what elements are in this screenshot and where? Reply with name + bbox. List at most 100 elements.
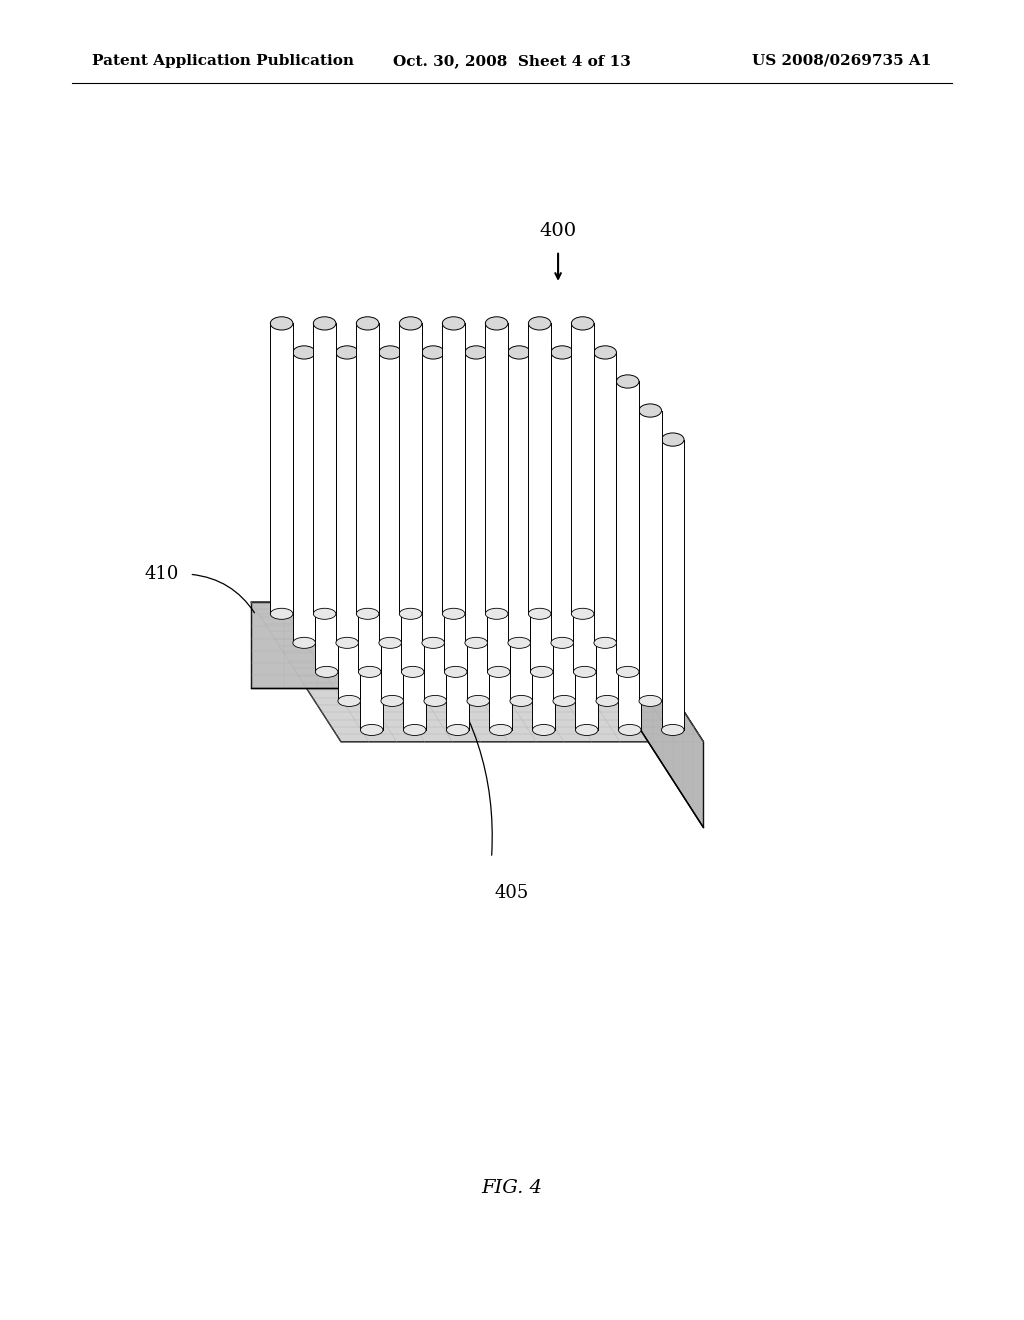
- Ellipse shape: [403, 725, 426, 735]
- Ellipse shape: [424, 696, 446, 706]
- Ellipse shape: [596, 696, 618, 706]
- Ellipse shape: [551, 638, 573, 648]
- Polygon shape: [467, 411, 489, 701]
- Ellipse shape: [467, 696, 489, 706]
- Ellipse shape: [360, 433, 383, 446]
- Ellipse shape: [596, 404, 618, 417]
- Ellipse shape: [553, 404, 575, 417]
- Polygon shape: [613, 602, 703, 828]
- Ellipse shape: [270, 317, 293, 330]
- Ellipse shape: [444, 667, 467, 677]
- Ellipse shape: [313, 317, 336, 330]
- Ellipse shape: [270, 609, 293, 619]
- Ellipse shape: [571, 609, 594, 619]
- Ellipse shape: [315, 375, 338, 388]
- Ellipse shape: [616, 667, 639, 677]
- Ellipse shape: [571, 317, 594, 330]
- Ellipse shape: [379, 346, 401, 359]
- Polygon shape: [573, 381, 596, 672]
- Polygon shape: [315, 381, 338, 672]
- Polygon shape: [508, 352, 530, 643]
- Polygon shape: [422, 352, 444, 643]
- Ellipse shape: [530, 375, 553, 388]
- Ellipse shape: [618, 725, 641, 735]
- Ellipse shape: [618, 433, 641, 446]
- Ellipse shape: [487, 667, 510, 677]
- Polygon shape: [293, 352, 315, 643]
- Ellipse shape: [381, 404, 403, 417]
- Polygon shape: [358, 381, 381, 672]
- Polygon shape: [639, 411, 662, 701]
- Text: 400: 400: [540, 222, 577, 240]
- Ellipse shape: [424, 404, 446, 417]
- Ellipse shape: [358, 375, 381, 388]
- Polygon shape: [571, 323, 594, 614]
- Polygon shape: [485, 323, 508, 614]
- Ellipse shape: [358, 667, 381, 677]
- Ellipse shape: [489, 725, 512, 735]
- Ellipse shape: [532, 433, 555, 446]
- Polygon shape: [446, 440, 469, 730]
- Text: 405: 405: [495, 884, 529, 903]
- Polygon shape: [360, 440, 383, 730]
- Polygon shape: [487, 381, 510, 672]
- Polygon shape: [528, 323, 551, 614]
- Ellipse shape: [530, 667, 553, 677]
- Ellipse shape: [444, 375, 467, 388]
- Polygon shape: [379, 352, 401, 643]
- Polygon shape: [313, 323, 336, 614]
- Ellipse shape: [528, 317, 551, 330]
- Ellipse shape: [293, 638, 315, 648]
- Polygon shape: [618, 440, 641, 730]
- Text: FIG. 4: FIG. 4: [481, 1179, 543, 1197]
- Ellipse shape: [639, 404, 662, 417]
- Ellipse shape: [338, 696, 360, 706]
- Ellipse shape: [442, 609, 465, 619]
- Text: Oct. 30, 2008  Sheet 4 of 13: Oct. 30, 2008 Sheet 4 of 13: [393, 54, 631, 67]
- Ellipse shape: [465, 638, 487, 648]
- Ellipse shape: [485, 609, 508, 619]
- Polygon shape: [399, 323, 422, 614]
- Polygon shape: [424, 411, 446, 701]
- Ellipse shape: [293, 346, 315, 359]
- Polygon shape: [338, 411, 360, 701]
- Polygon shape: [356, 323, 379, 614]
- Polygon shape: [381, 411, 403, 701]
- Polygon shape: [510, 411, 532, 701]
- Polygon shape: [270, 323, 293, 614]
- Ellipse shape: [403, 433, 426, 446]
- Ellipse shape: [485, 317, 508, 330]
- Ellipse shape: [360, 725, 383, 735]
- Ellipse shape: [381, 696, 403, 706]
- Polygon shape: [662, 440, 684, 730]
- Ellipse shape: [662, 725, 684, 735]
- Ellipse shape: [446, 725, 469, 735]
- Ellipse shape: [442, 317, 465, 330]
- Ellipse shape: [489, 433, 512, 446]
- Ellipse shape: [510, 404, 532, 417]
- Ellipse shape: [465, 346, 487, 359]
- Text: 410: 410: [144, 565, 179, 583]
- Polygon shape: [532, 440, 555, 730]
- Polygon shape: [401, 381, 424, 672]
- Ellipse shape: [573, 375, 596, 388]
- Ellipse shape: [594, 346, 616, 359]
- Polygon shape: [489, 440, 512, 730]
- Ellipse shape: [551, 346, 573, 359]
- Polygon shape: [465, 352, 487, 643]
- Polygon shape: [594, 352, 616, 643]
- Ellipse shape: [528, 609, 551, 619]
- Ellipse shape: [399, 609, 422, 619]
- Polygon shape: [403, 440, 426, 730]
- Ellipse shape: [662, 433, 684, 446]
- Ellipse shape: [594, 638, 616, 648]
- Ellipse shape: [336, 346, 358, 359]
- Text: Patent Application Publication: Patent Application Publication: [92, 54, 354, 67]
- Polygon shape: [336, 352, 358, 643]
- Ellipse shape: [356, 317, 379, 330]
- Ellipse shape: [510, 696, 532, 706]
- Polygon shape: [442, 323, 465, 614]
- Ellipse shape: [553, 696, 575, 706]
- Ellipse shape: [616, 375, 639, 388]
- Ellipse shape: [508, 638, 530, 648]
